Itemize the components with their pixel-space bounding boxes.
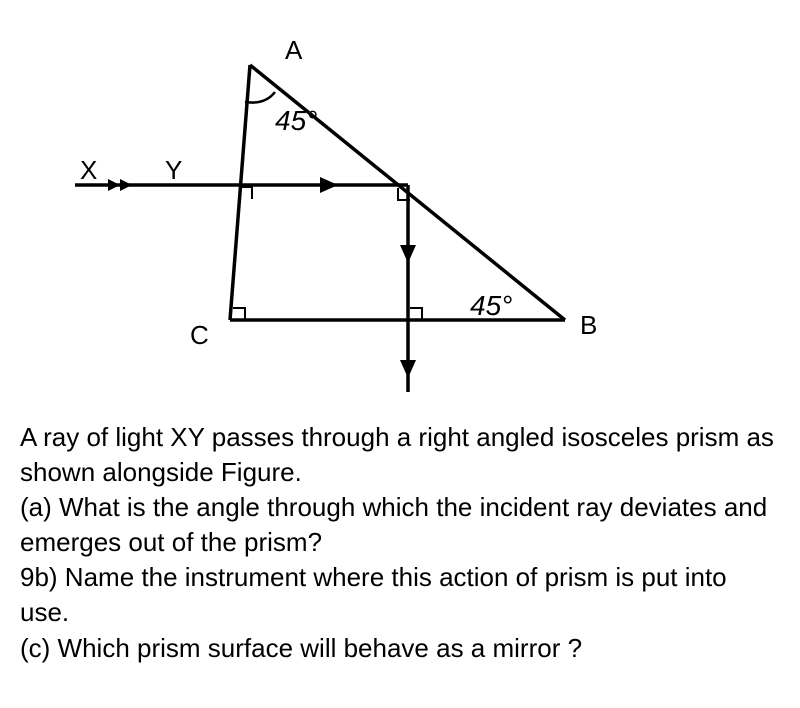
question-intro-line1: A ray of light XY passes through a right…	[20, 420, 780, 455]
arrowhead-icon	[320, 177, 338, 193]
diagram-svg	[20, 20, 780, 400]
question-part-a-line1: (a) What is the angle through which the …	[20, 490, 780, 525]
question-part-b: 9b) Name the instrument where this actio…	[20, 560, 780, 630]
label-A: A	[285, 35, 302, 66]
arrowhead-icon	[400, 360, 416, 378]
prism-diagram: A B C X Y 45° 45°	[20, 20, 780, 400]
label-angle-B: 45°	[470, 290, 512, 322]
right-angle-marker	[410, 308, 422, 320]
label-Y: Y	[165, 155, 182, 186]
label-B: B	[580, 310, 597, 341]
question-text-block: A ray of light XY passes through a right…	[20, 420, 780, 666]
arrowhead-icon	[108, 179, 120, 191]
arrowhead-icon	[400, 245, 416, 263]
question-intro-line2: shown alongside Figure.	[20, 455, 780, 490]
label-C: C	[190, 320, 209, 351]
arrowhead-icon	[120, 179, 132, 191]
label-X: X	[80, 155, 97, 186]
right-angle-marker	[233, 308, 245, 320]
question-part-c: (c) Which prism surface will behave as a…	[20, 631, 780, 666]
right-angle-marker	[241, 187, 252, 199]
question-part-a-line2: emerges out of the prism?	[20, 525, 780, 560]
label-angle-A: 45°	[275, 105, 317, 137]
